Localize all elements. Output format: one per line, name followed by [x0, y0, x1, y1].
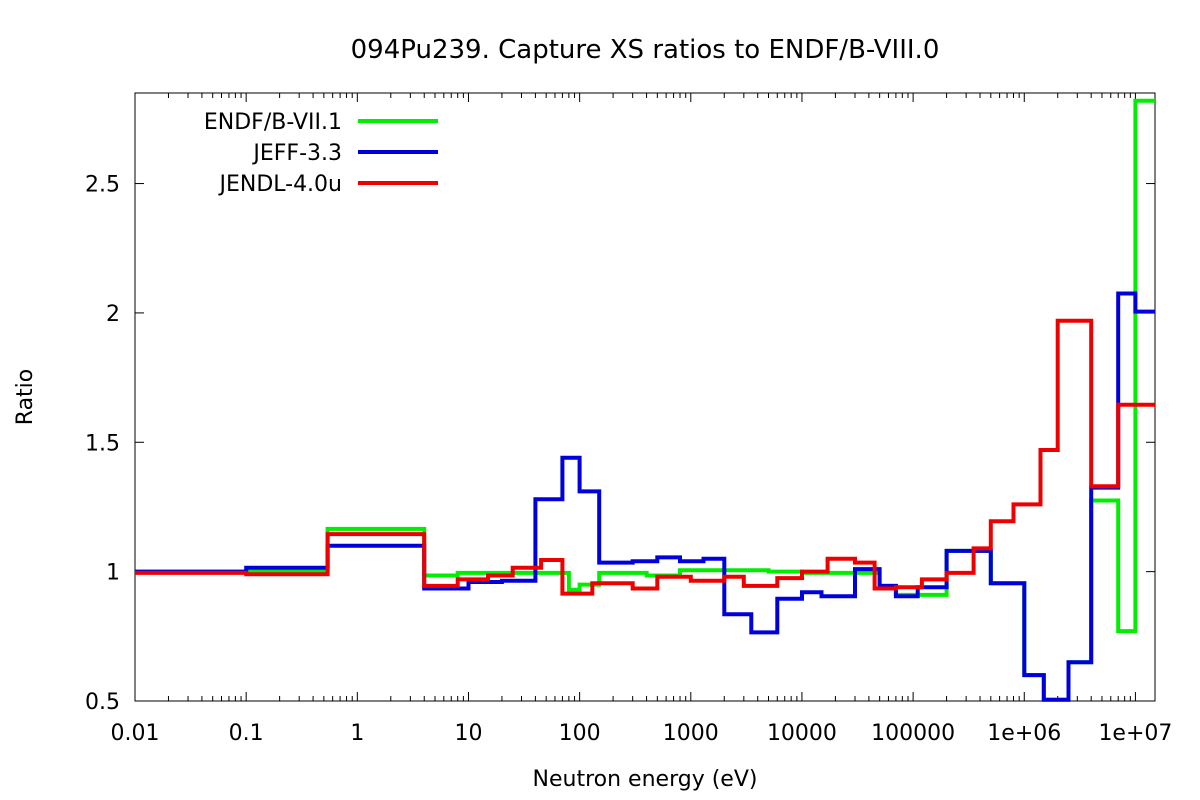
chart-title: 094Pu239. Capture XS ratios to ENDF/B-VI…	[351, 35, 940, 65]
x-tick-label: 10	[454, 721, 482, 746]
y-axis: 0.5 1 1.5 2 2.5	[85, 173, 1155, 715]
x-tick-label: 100	[559, 721, 601, 746]
series-line-1	[135, 291, 1155, 702]
legend: ENDF/B-VII.1 JEFF-3.3 JENDL-4.0u	[204, 110, 438, 197]
legend-label: JENDL-4.0u	[217, 172, 342, 197]
y-tick-label: 1	[106, 561, 120, 586]
x-tick-label: 0.1	[229, 721, 264, 746]
x-tick-label: 1e+06	[987, 721, 1061, 746]
x-axis: 0.01 0.1 1 10 100 1000 10000 100000 1e+06 1e+07	[111, 93, 1172, 746]
series-line-2	[135, 318, 1155, 596]
y-axis-label: Ratio	[13, 369, 38, 425]
x-tick-label: 0.01	[111, 721, 160, 746]
x-tick-label: 10000	[767, 721, 837, 746]
plot-frame	[134, 92, 1156, 702]
y-tick-label: 2.5	[85, 173, 120, 198]
x-tick-label: 1000	[663, 721, 719, 746]
x-axis-label: Neutron energy (eV)	[533, 767, 758, 792]
x-tick-label: 100000	[871, 721, 955, 746]
plot-series	[135, 98, 1155, 702]
legend-label: ENDF/B-VII.1	[204, 110, 342, 135]
x-tick-label: 1	[350, 721, 364, 746]
y-tick-label: 0.5	[85, 690, 120, 715]
legend-label: JEFF-3.3	[251, 141, 342, 166]
y-tick-label: 1.5	[85, 431, 120, 456]
y-tick-label: 2	[106, 302, 120, 327]
x-tick-label: 1e+07	[1098, 721, 1172, 746]
